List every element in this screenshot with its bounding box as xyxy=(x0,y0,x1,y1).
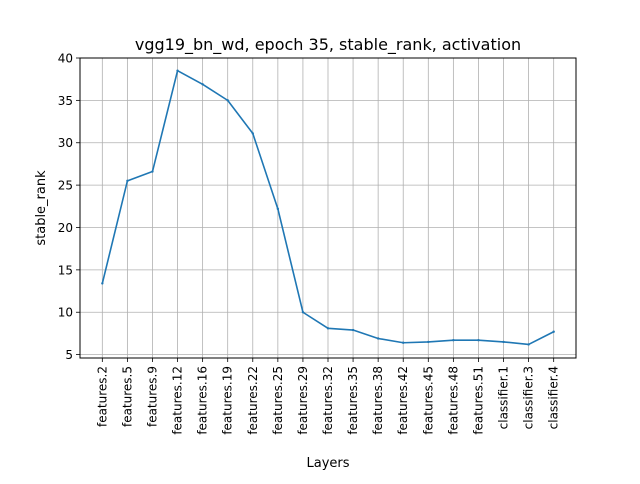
data-point xyxy=(351,328,355,332)
y-tick-label: 30 xyxy=(58,136,73,150)
x-tick-label: features.25 xyxy=(271,366,285,435)
y-axis: 5 10 15 20 25 30 35 40 xyxy=(58,52,80,362)
data-point xyxy=(126,179,129,183)
data-point xyxy=(326,327,330,330)
x-tick-label: features.45 xyxy=(421,366,435,435)
data-point xyxy=(301,311,305,314)
x-tick-label: features.48 xyxy=(446,366,460,435)
data-point xyxy=(376,337,380,340)
x-axis: features.2 features.5 features.9 features.1… xyxy=(95,358,561,435)
data-point xyxy=(176,69,179,72)
chart-title: vgg19_bn_wd, epoch 35, stable_rank, acti… xyxy=(135,35,521,55)
data-point xyxy=(101,282,104,285)
data-point xyxy=(427,340,430,344)
y-tick-label: 35 xyxy=(58,94,73,108)
x-tick-label: features.9 xyxy=(145,366,159,427)
data-point xyxy=(452,339,455,342)
data-point xyxy=(151,170,154,173)
x-tick-label: features.42 xyxy=(396,366,410,435)
x-tick-label: features.32 xyxy=(321,366,335,435)
y-tick-label: 20 xyxy=(58,221,73,235)
x-tick-label: features.38 xyxy=(371,366,385,435)
x-tick-label: classifier.4 xyxy=(547,366,561,429)
data-point xyxy=(477,339,480,342)
x-tick-label: features.16 xyxy=(196,366,210,435)
x-tick-label: features.51 xyxy=(471,366,485,435)
x-tick-label: features.5 xyxy=(120,366,134,427)
x-tick-label: features.19 xyxy=(221,366,235,435)
x-tick-label: classifier.3 xyxy=(522,366,536,429)
data-point xyxy=(276,207,280,211)
x-axis-label: Layers xyxy=(306,456,349,471)
x-tick-label: features.29 xyxy=(296,366,310,435)
x-tick-label: classifier.1 xyxy=(497,366,511,429)
x-tick-label: features.12 xyxy=(171,366,185,435)
y-tick-label: 15 xyxy=(58,263,73,277)
data-point xyxy=(251,132,254,135)
x-tick-label: features.22 xyxy=(246,366,260,435)
data-point xyxy=(502,340,505,344)
x-tick-label: features.2 xyxy=(95,366,109,427)
y-tick-label: 25 xyxy=(58,179,73,193)
y-tick-label: 10 xyxy=(58,306,73,320)
y-tick-label: 5 xyxy=(65,348,73,362)
y-axis-label: stable_rank xyxy=(34,170,49,246)
data-point xyxy=(527,343,530,346)
y-tick-label: 40 xyxy=(58,52,73,66)
x-tick-label: features.35 xyxy=(346,366,360,435)
series-layer xyxy=(101,69,555,346)
data-point xyxy=(552,330,555,333)
data-point xyxy=(402,341,405,344)
data-point xyxy=(201,83,204,86)
grid-lines xyxy=(80,57,576,358)
data-point xyxy=(226,99,229,102)
